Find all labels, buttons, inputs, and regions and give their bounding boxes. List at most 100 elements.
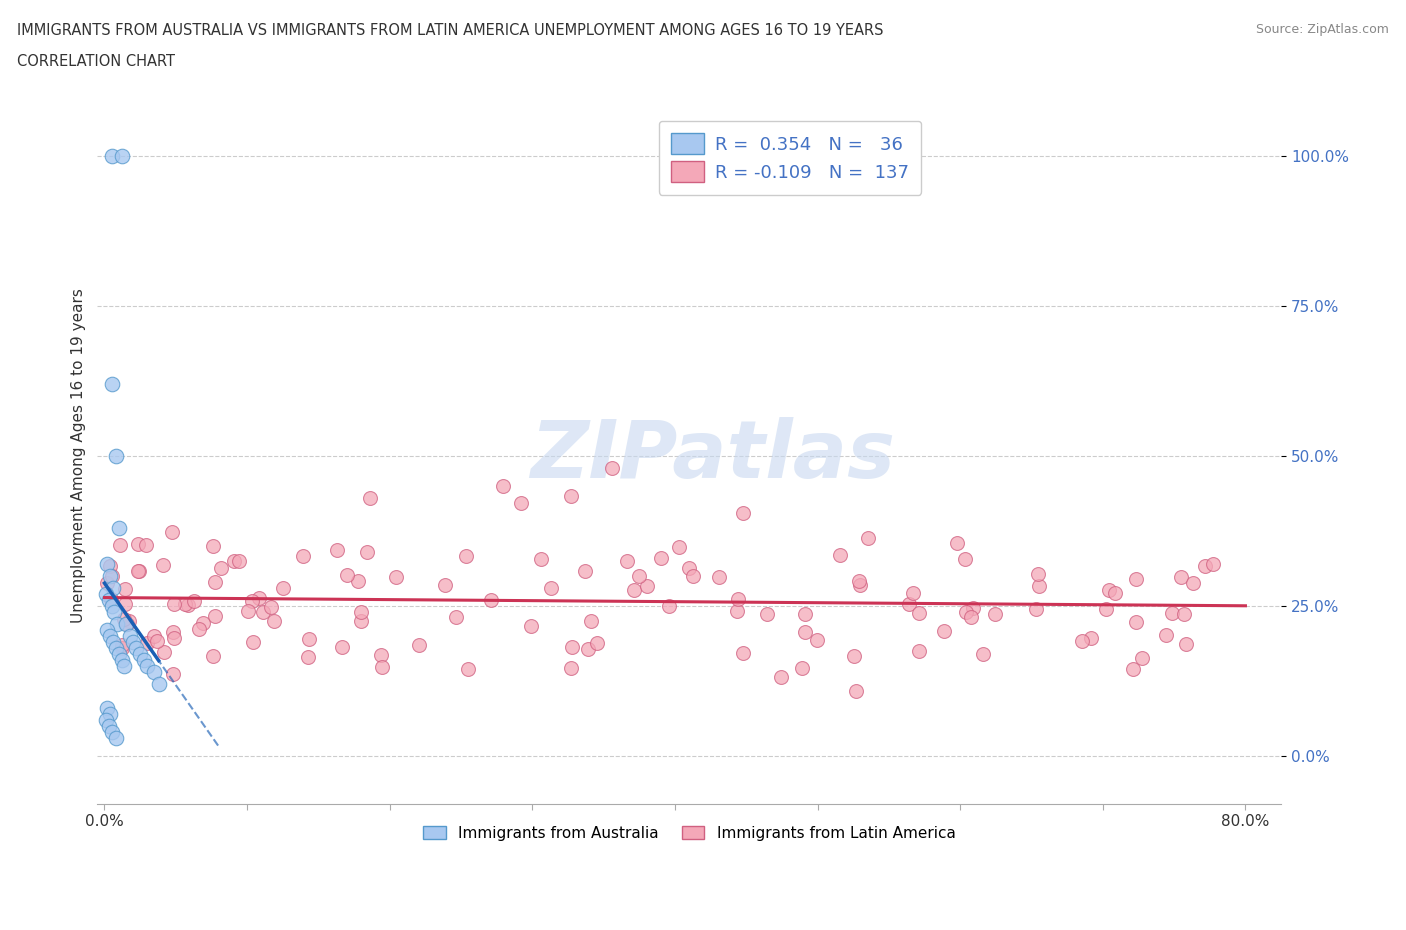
- Point: [100, 724, 122, 739]
- Point: [408, 638, 430, 653]
- Point: [142, 629, 165, 644]
- Point: [163, 596, 186, 611]
- Point: [98, 629, 121, 644]
- Point: [457, 662, 479, 677]
- Point: [291, 549, 314, 564]
- Point: [1026, 566, 1049, 581]
- Point: [94, 712, 117, 727]
- Point: [1125, 571, 1147, 586]
- Point: [962, 601, 984, 616]
- Point: [733, 506, 755, 521]
- Point: [153, 644, 176, 659]
- Point: [112, 611, 135, 626]
- Point: [898, 596, 921, 611]
- Point: [844, 648, 866, 663]
- Point: [668, 539, 690, 554]
- Point: [111, 637, 134, 652]
- Point: [972, 646, 994, 661]
- Point: [100, 598, 122, 613]
- Point: [188, 621, 211, 636]
- Point: [143, 664, 166, 679]
- Point: [96, 556, 118, 571]
- Point: [110, 538, 132, 552]
- Point: [135, 538, 157, 552]
- Point: [456, 549, 478, 564]
- Point: [1175, 636, 1198, 651]
- Point: [1130, 650, 1153, 665]
- Point: [224, 553, 246, 568]
- Point: [707, 569, 730, 584]
- Point: [908, 644, 931, 658]
- Text: Source: ZipAtlas.com: Source: ZipAtlas.com: [1256, 23, 1389, 36]
- Point: [122, 634, 145, 649]
- Point: [101, 634, 124, 649]
- Point: [101, 580, 124, 595]
- Point: [560, 661, 582, 676]
- Point: [107, 521, 129, 536]
- Point: [325, 542, 347, 557]
- Point: [228, 553, 250, 568]
- Point: [163, 631, 186, 645]
- Point: [560, 488, 582, 503]
- Point: [806, 632, 828, 647]
- Point: [297, 650, 319, 665]
- Point: [128, 564, 150, 578]
- Point: [114, 596, 136, 611]
- Point: [907, 605, 929, 620]
- Point: [849, 578, 872, 592]
- Point: [201, 648, 224, 663]
- Point: [755, 606, 778, 621]
- Point: [209, 561, 232, 576]
- Point: [934, 624, 956, 639]
- Point: [385, 569, 408, 584]
- Point: [100, 149, 122, 164]
- Point: [125, 641, 148, 656]
- Point: [579, 614, 602, 629]
- Point: [160, 525, 183, 539]
- Point: [96, 622, 118, 637]
- Point: [576, 642, 599, 657]
- Point: [650, 551, 672, 565]
- Point: [1025, 602, 1047, 617]
- Point: [602, 460, 624, 475]
- Point: [101, 568, 124, 583]
- Point: [98, 707, 121, 722]
- Legend: Immigrants from Australia, Immigrants from Latin America: Immigrants from Australia, Immigrants fr…: [415, 818, 963, 848]
- Point: [1098, 582, 1121, 597]
- Point: [114, 581, 136, 596]
- Point: [136, 658, 159, 673]
- Point: [794, 606, 817, 621]
- Point: [236, 604, 259, 618]
- Point: [174, 597, 197, 612]
- Point: [682, 569, 704, 584]
- Point: [901, 586, 924, 601]
- Point: [1194, 558, 1216, 573]
- Point: [628, 569, 651, 584]
- Point: [492, 478, 515, 493]
- Point: [636, 578, 658, 593]
- Point: [271, 580, 294, 595]
- Point: [115, 617, 138, 631]
- Point: [1170, 570, 1192, 585]
- Point: [1095, 602, 1118, 617]
- Point: [658, 599, 681, 614]
- Text: CORRELATION CHART: CORRELATION CHART: [17, 54, 174, 69]
- Point: [204, 608, 226, 623]
- Point: [118, 614, 141, 629]
- Point: [127, 564, 149, 578]
- Point: [183, 593, 205, 608]
- Point: [444, 610, 467, 625]
- Point: [510, 496, 533, 511]
- Point: [1181, 576, 1204, 591]
- Point: [733, 645, 755, 660]
- Point: [370, 647, 392, 662]
- Point: [193, 616, 215, 631]
- Point: [960, 609, 983, 624]
- Point: [945, 536, 967, 551]
- Point: [623, 582, 645, 597]
- Point: [105, 617, 128, 631]
- Point: [152, 558, 174, 573]
- Point: [107, 646, 129, 661]
- Point: [96, 700, 118, 715]
- Point: [616, 553, 638, 568]
